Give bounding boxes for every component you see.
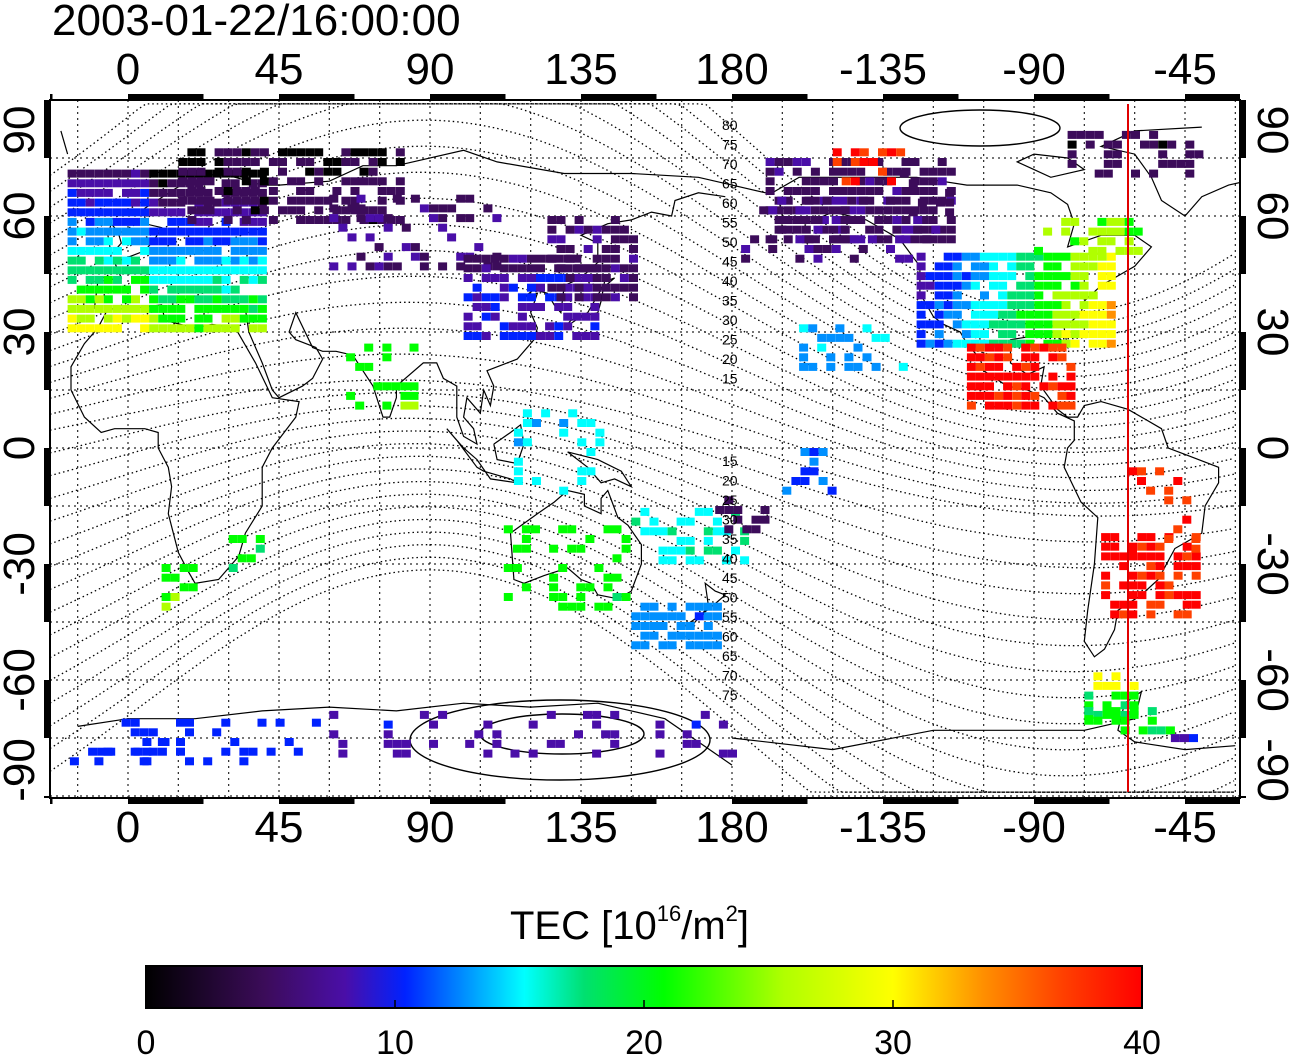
top-lon-label: 90	[406, 45, 455, 94]
top-lon-label: -135	[839, 45, 927, 94]
contour-label: 20	[722, 473, 738, 489]
left-lat-label: -90	[0, 738, 44, 802]
axis-tick-bars	[44, 94, 1246, 804]
left-lat-label: -60	[0, 648, 44, 712]
contour-label: 70	[722, 156, 738, 172]
top-lon-label: 180	[695, 45, 768, 94]
colorbar-title: TEC [1016/m2]	[510, 900, 750, 948]
left-lat-label: 0	[0, 436, 44, 460]
contour-label: 65	[722, 176, 738, 192]
top-lon-label: -90	[1002, 45, 1066, 94]
right-lat-label: -30	[1248, 532, 1292, 596]
map-title: 2003-01-22/16:00:00	[52, 0, 461, 45]
contour-label: 35	[722, 531, 738, 547]
contour-label: 45	[722, 254, 738, 270]
colorbar-tick-label: 10	[376, 1024, 414, 1057]
contour-label: 50	[722, 234, 738, 250]
left-lat-label: -30	[0, 532, 44, 596]
right-latitude-labels: 90 60 30 0 -30 -60 -90	[1248, 106, 1292, 802]
contour-label: 55	[722, 215, 738, 231]
bottom-lon-label: 0	[116, 803, 140, 852]
contour-label: 50	[722, 590, 738, 606]
bottom-lon-label: -135	[839, 803, 927, 852]
left-lat-label: 90	[0, 106, 44, 155]
contour-label: 80	[722, 117, 738, 133]
contour-label: 15	[722, 453, 738, 469]
contour-label: 25	[722, 332, 738, 348]
contour-label: 70	[722, 668, 738, 684]
right-lat-label: 30	[1248, 308, 1292, 357]
contour-label: 30	[722, 512, 738, 528]
right-lat-label: 60	[1248, 192, 1292, 241]
bottom-lon-label: 135	[544, 803, 617, 852]
bottom-lon-label: 90	[406, 803, 455, 852]
bottom-lon-label: 180	[695, 803, 768, 852]
contour-label: 75	[722, 137, 738, 153]
contour-label: 30	[722, 312, 738, 328]
colorbar-ticks: 0 10 20 30 40	[137, 1000, 1161, 1057]
top-lon-label: -45	[1153, 45, 1217, 94]
right-lat-label: 90	[1248, 106, 1292, 155]
contour-label: 60	[722, 195, 738, 211]
contour-label: 65	[722, 648, 738, 664]
bottom-longitude-labels: 0 45 90 135 180 -135 -90 -45	[116, 803, 1217, 852]
left-lat-label: 60	[0, 192, 44, 241]
contour-label: 35	[722, 293, 738, 309]
contour-label: 15	[722, 371, 738, 387]
bottom-lon-label: -90	[1002, 803, 1066, 852]
contour-label: 40	[722, 551, 738, 567]
contour-label: 45	[722, 570, 738, 586]
right-lat-label: -90	[1248, 738, 1292, 802]
top-lon-label: 135	[544, 45, 617, 94]
contour-label: 25	[722, 492, 738, 508]
contour-label: 60	[722, 629, 738, 645]
contour-label: 40	[722, 273, 738, 289]
colorbar-tick-label: 30	[874, 1024, 912, 1057]
left-lat-label: 30	[0, 308, 44, 357]
top-lon-label: 0	[116, 45, 140, 94]
contour-labels: 80 75 70 65 60 55 50 45 40 35 30 25 20 15 15 20 25 30 35 40…	[722, 117, 738, 703]
right-lat-label: -60	[1248, 648, 1292, 712]
bottom-lon-label: 45	[255, 803, 304, 852]
left-latitude-labels: 90 60 30 0 -30 -60 -90	[0, 106, 44, 802]
contour-label: 55	[722, 609, 738, 625]
contour-label: 75	[722, 687, 738, 703]
tec-data-pixels	[67, 130, 1204, 766]
colorbar-tick-label: 40	[1123, 1024, 1161, 1057]
top-longitude-labels: 0 45 90 135 180 -135 -90 -45	[116, 45, 1217, 94]
colorbar-tick-label: 0	[137, 1024, 156, 1057]
top-lon-label: 45	[255, 45, 304, 94]
bottom-lon-label: -45	[1153, 803, 1217, 852]
colorbar-tick-label: 20	[625, 1024, 663, 1057]
contour-label: 20	[722, 351, 738, 367]
right-lat-label: 0	[1248, 436, 1292, 460]
